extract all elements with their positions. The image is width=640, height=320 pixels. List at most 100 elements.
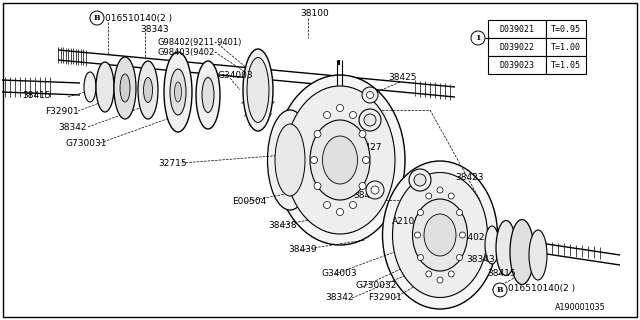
- Circle shape: [448, 271, 454, 277]
- Text: 1: 1: [476, 34, 481, 42]
- Circle shape: [456, 254, 463, 260]
- Ellipse shape: [424, 214, 456, 256]
- Bar: [488, 20, 546, 38]
- Text: D039022: D039022: [499, 43, 534, 52]
- Text: G34003: G34003: [218, 70, 253, 79]
- Ellipse shape: [362, 87, 378, 103]
- Text: 016510140(2 ): 016510140(2 ): [105, 13, 172, 22]
- Circle shape: [426, 193, 432, 199]
- Circle shape: [426, 271, 432, 277]
- Circle shape: [314, 182, 321, 189]
- Circle shape: [349, 111, 356, 118]
- Ellipse shape: [485, 226, 499, 264]
- Circle shape: [493, 283, 507, 297]
- Text: G34003: G34003: [322, 268, 358, 277]
- Circle shape: [471, 31, 485, 45]
- Circle shape: [323, 111, 330, 118]
- Circle shape: [460, 232, 465, 238]
- Ellipse shape: [114, 57, 136, 119]
- Ellipse shape: [413, 199, 467, 271]
- Bar: [488, 38, 546, 56]
- Text: 38438: 38438: [268, 220, 296, 229]
- Ellipse shape: [371, 186, 379, 194]
- Circle shape: [437, 187, 443, 193]
- Ellipse shape: [409, 169, 431, 191]
- Bar: [488, 56, 546, 74]
- Circle shape: [448, 193, 454, 199]
- Text: B: B: [93, 14, 100, 22]
- Circle shape: [437, 277, 443, 283]
- Circle shape: [310, 156, 317, 164]
- Ellipse shape: [138, 61, 158, 119]
- Ellipse shape: [414, 174, 426, 186]
- Text: T=1.05: T=1.05: [551, 60, 581, 69]
- Text: F32901: F32901: [368, 293, 402, 302]
- Text: 38425: 38425: [353, 191, 381, 201]
- Text: 016510140(2 ): 016510140(2 ): [508, 284, 575, 293]
- Ellipse shape: [310, 120, 370, 200]
- Ellipse shape: [120, 74, 130, 102]
- Text: 38423: 38423: [455, 173, 483, 182]
- Ellipse shape: [392, 172, 488, 298]
- Ellipse shape: [367, 92, 374, 99]
- Text: 38425: 38425: [388, 73, 417, 82]
- Text: G730032: G730032: [355, 281, 396, 290]
- Text: 38415: 38415: [22, 91, 51, 100]
- Circle shape: [415, 232, 420, 238]
- Circle shape: [417, 210, 424, 215]
- Ellipse shape: [143, 77, 152, 102]
- Circle shape: [359, 131, 366, 138]
- Text: A21071: A21071: [392, 218, 427, 227]
- Text: F32901: F32901: [45, 107, 79, 116]
- Circle shape: [337, 105, 344, 111]
- Ellipse shape: [268, 110, 312, 210]
- Circle shape: [456, 210, 463, 215]
- Circle shape: [349, 202, 356, 209]
- Ellipse shape: [175, 82, 182, 102]
- Ellipse shape: [243, 49, 273, 131]
- Ellipse shape: [496, 220, 516, 276]
- Ellipse shape: [359, 109, 381, 131]
- Text: 38343: 38343: [140, 26, 168, 35]
- Text: 38342: 38342: [58, 123, 86, 132]
- Circle shape: [362, 156, 369, 164]
- Bar: [546, 20, 586, 38]
- Text: T=1.00: T=1.00: [551, 43, 581, 52]
- Ellipse shape: [202, 77, 214, 113]
- Ellipse shape: [196, 61, 220, 129]
- Text: 38415: 38415: [487, 269, 516, 278]
- Circle shape: [314, 131, 321, 138]
- Circle shape: [323, 202, 330, 209]
- Text: 32715: 32715: [158, 158, 187, 167]
- Circle shape: [90, 11, 104, 25]
- Ellipse shape: [275, 75, 405, 245]
- Ellipse shape: [285, 86, 395, 234]
- Text: G730031: G730031: [65, 139, 106, 148]
- Circle shape: [359, 182, 366, 189]
- Text: 38427: 38427: [353, 143, 381, 153]
- Ellipse shape: [275, 124, 305, 196]
- Circle shape: [337, 209, 344, 215]
- Ellipse shape: [364, 114, 376, 126]
- Text: 38343: 38343: [466, 255, 495, 265]
- Text: G98402: G98402: [450, 234, 486, 243]
- Text: G98402(9211-9401): G98402(9211-9401): [158, 37, 243, 46]
- Text: T=0.95: T=0.95: [551, 25, 581, 34]
- Text: E00504: E00504: [232, 197, 266, 206]
- Bar: [546, 56, 586, 74]
- Text: A190001035: A190001035: [555, 303, 605, 313]
- Text: 38439: 38439: [288, 245, 317, 254]
- Ellipse shape: [323, 136, 358, 184]
- Ellipse shape: [247, 58, 269, 123]
- Text: G98403(9402-: G98403(9402-: [158, 47, 218, 57]
- Ellipse shape: [84, 72, 96, 102]
- Ellipse shape: [510, 220, 534, 284]
- Ellipse shape: [366, 181, 384, 199]
- Text: D039021: D039021: [499, 25, 534, 34]
- Ellipse shape: [96, 62, 114, 112]
- Ellipse shape: [170, 69, 186, 115]
- Ellipse shape: [164, 52, 192, 132]
- Ellipse shape: [529, 230, 547, 280]
- Text: 38100: 38100: [300, 10, 329, 19]
- Bar: [546, 38, 586, 56]
